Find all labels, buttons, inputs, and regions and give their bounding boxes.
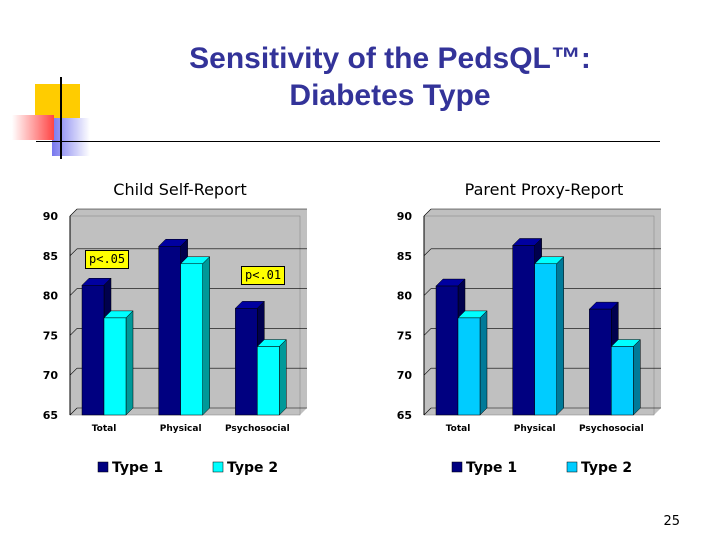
parent-bar-physical-type2 — [534, 263, 557, 416]
child-x-tick-label: Physical — [160, 424, 202, 434]
child-y-tick-label: 80 — [43, 290, 59, 303]
parent-grid-diag — [423, 367, 432, 376]
child-bar-psychosocial-type1 — [235, 308, 258, 416]
child-y-tick-label: 70 — [43, 369, 59, 382]
child-bar-physical-type2-side — [202, 256, 210, 416]
child-legend-label: Type 2 — [227, 460, 278, 476]
child-bar-physical-type1 — [158, 245, 181, 416]
parent-bar-total-type2 — [457, 317, 481, 416]
parent-bar-psychosocial-type1 — [589, 308, 612, 416]
child-legend-swatch — [212, 461, 224, 473]
parent-bar-psychosocial-type2-side — [633, 338, 641, 416]
parent-legend-label: Type 2 — [581, 460, 632, 476]
parent-legend-label: Type 1 — [466, 460, 517, 476]
parent-y-tick-label: 70 — [397, 369, 413, 382]
child-legend-label: Type 1 — [112, 460, 163, 476]
parent-y-tick-label: 80 — [397, 290, 413, 303]
decor-blue-square — [52, 118, 90, 156]
child-grid-diag — [69, 328, 78, 336]
child-y-tick-label: 90 — [43, 210, 59, 223]
parent-legend-swatch — [566, 461, 578, 473]
parent-bar-psychosocial-type2 — [611, 346, 634, 416]
parent-bar-physical-type1 — [512, 245, 535, 416]
decor-red-square — [12, 115, 54, 140]
child-y-tick-label: 75 — [43, 329, 58, 342]
parent-grid-diag — [423, 248, 432, 257]
child-grid-diag — [69, 407, 78, 416]
slide-title: Sensitivity of the PedsQL™: Diabetes Typ… — [140, 40, 640, 114]
page-number: 25 — [663, 514, 680, 529]
child-grid-diag — [69, 248, 78, 257]
child-legend-swatch — [97, 461, 109, 473]
annotation-p05: p<.05 — [85, 250, 130, 269]
child-bar-psychosocial-type2 — [257, 346, 280, 416]
parent-grid-diag — [423, 407, 432, 416]
parent-legend-swatch — [451, 461, 463, 473]
child-bar-psychosocial-type2-side — [279, 338, 287, 416]
slide-title-line2: Diabetes Type — [289, 79, 491, 112]
parent-bar-total-type2-side — [479, 310, 488, 416]
child-bar-total-type2-side — [125, 310, 134, 416]
slide-title-line1: Sensitivity of the PedsQL™: — [189, 42, 591, 75]
parent-x-tick-label: Total — [446, 424, 471, 434]
parent-y-tick-label: 75 — [397, 329, 412, 342]
parent-x-tick-label: Physical — [514, 424, 556, 434]
parent-bar-total-type1 — [435, 285, 459, 416]
child-bar-total-type1 — [81, 285, 105, 416]
parent-y-tick-label: 90 — [397, 210, 413, 223]
child-chart-title: Child Self-Report — [113, 180, 247, 199]
child-y-tick-label: 85 — [43, 250, 58, 263]
child-grid-diag — [69, 288, 78, 296]
parent-bar-physical-type2-side — [556, 256, 564, 416]
child-y-tick-label: 65 — [43, 409, 58, 422]
parent-x-tick-label: Psychosocial — [579, 424, 644, 434]
annotation-p01: p<.01 — [241, 266, 286, 285]
parent-grid-diag — [423, 328, 432, 336]
parent-grid-diag — [423, 208, 432, 217]
decor-vertical-line — [60, 77, 62, 159]
child-bar-physical-type2 — [180, 263, 203, 416]
child-bar-total-type2 — [103, 317, 127, 416]
parent-chart-title: Parent Proxy-Report — [464, 180, 624, 199]
parent-grid-diag — [423, 288, 432, 296]
parent-y-tick-label: 85 — [397, 250, 412, 263]
child-x-tick-label: Total — [92, 424, 117, 434]
title-divider — [36, 141, 660, 142]
child-grid-diag — [69, 208, 78, 217]
parent-y-tick-label: 65 — [397, 409, 412, 422]
child-x-tick-label: Psychosocial — [225, 424, 290, 434]
child-grid-diag — [69, 367, 78, 376]
